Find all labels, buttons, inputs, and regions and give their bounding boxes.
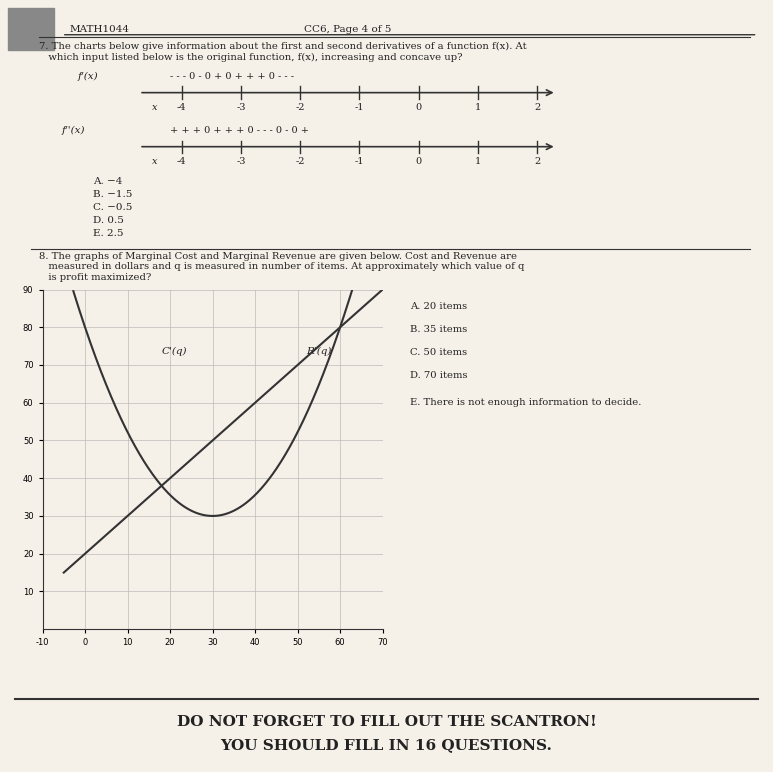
Text: -4: -4 [177,157,186,166]
Text: A. −4: A. −4 [93,177,122,186]
Text: E. 2.5: E. 2.5 [93,229,123,239]
Text: C. 50 items: C. 50 items [410,348,467,357]
Text: YOU SHOULD FILL IN 16 QUESTIONS.: YOU SHOULD FILL IN 16 QUESTIONS. [220,738,553,752]
Text: which input listed below is the original function, f(x), increasing and concave : which input listed below is the original… [39,53,462,63]
Text: -4: -4 [177,103,186,112]
Text: CC6, Page 4 of 5: CC6, Page 4 of 5 [304,25,392,35]
Text: -3: -3 [237,157,246,166]
Text: -1: -1 [355,157,364,166]
Text: 1: 1 [475,157,481,166]
Text: -1: -1 [355,103,364,112]
Text: 7. The charts below give information about the first and second derivatives of a: 7. The charts below give information abo… [39,42,526,52]
Text: C'(q): C'(q) [162,347,187,356]
Text: is profit maximized?: is profit maximized? [39,273,151,283]
Text: + + + 0 + + + 0 - - - 0 - 0 +: + + + 0 + + + 0 - - - 0 - 0 + [170,126,309,135]
Text: measured in dollars and q is measured in number of items. At approximately which: measured in dollars and q is measured in… [39,262,524,272]
Text: MATH1044: MATH1044 [70,25,130,35]
Text: 8. The graphs of Marginal Cost and Marginal Revenue are given below. Cost and Re: 8. The graphs of Marginal Cost and Margi… [39,252,516,261]
Text: DO NOT FORGET TO FILL OUT THE SCANTRON!: DO NOT FORGET TO FILL OUT THE SCANTRON! [176,715,597,729]
Text: - - - 0 - 0 + 0 + + + 0 - - -: - - - 0 - 0 + 0 + + + 0 - - - [170,72,294,81]
Text: -2: -2 [295,157,305,166]
Text: B. 35 items: B. 35 items [410,325,467,334]
Text: 0: 0 [416,103,422,112]
Text: f''(x): f''(x) [62,126,85,135]
Text: R'(q): R'(q) [306,347,332,356]
Text: 0: 0 [416,157,422,166]
Text: B. −1.5: B. −1.5 [93,190,132,199]
Text: D. 0.5: D. 0.5 [93,216,124,225]
Text: x: x [152,157,158,166]
Bar [8,8,54,50]
Text: 2: 2 [534,103,540,112]
Text: E. There is not enough information to decide.: E. There is not enough information to de… [410,398,641,408]
Text: -3: -3 [237,103,246,112]
Text: -2: -2 [295,103,305,112]
Text: f'(x): f'(x) [77,72,98,81]
Text: C. −0.5: C. −0.5 [93,203,132,212]
Text: 2: 2 [534,157,540,166]
Text: x: x [152,103,158,112]
Text: D. 70 items: D. 70 items [410,371,467,381]
Text: 1: 1 [475,103,481,112]
Text: A. 20 items: A. 20 items [410,302,467,311]
